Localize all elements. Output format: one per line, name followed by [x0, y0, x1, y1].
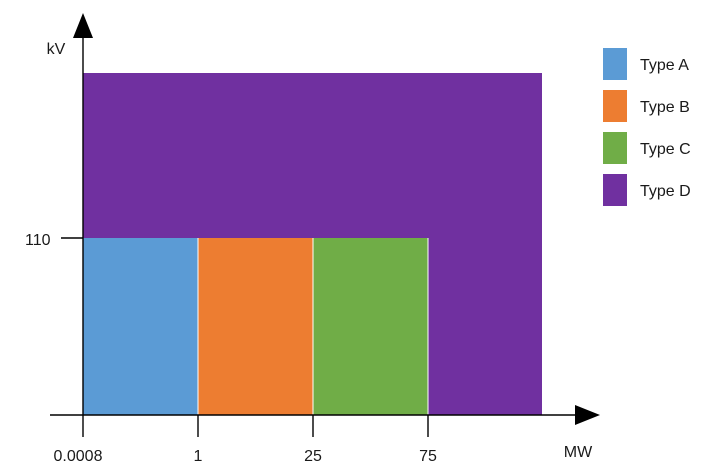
- legend-label-type-a: Type A: [640, 57, 689, 74]
- legend-swatch-type-b: [603, 90, 627, 122]
- legend-swatch-type-d: [603, 174, 627, 206]
- y-tick-label-110: 110: [25, 232, 51, 249]
- legend-swatch-type-a: [603, 48, 627, 80]
- x-tick-label-75: 75: [419, 448, 437, 465]
- zone-type-b: [198, 238, 313, 415]
- x-axis-label: MW: [564, 444, 593, 461]
- zone-type-c: [313, 238, 428, 415]
- legend-swatch-type-c: [603, 132, 627, 164]
- x-tick-label-25: 25: [304, 448, 322, 465]
- legend-label-type-d: Type D: [640, 183, 691, 200]
- zone-type-a: [83, 238, 198, 415]
- y-axis-label: kV: [47, 41, 66, 58]
- x-tick-label-1: 1: [194, 448, 203, 465]
- legend: Type A Type B Type C Type D: [603, 48, 691, 206]
- x-axis-arrow: [575, 405, 600, 425]
- x-tick-label-0.0008: 0.0008: [54, 448, 103, 465]
- legend-label-type-c: Type C: [640, 141, 691, 158]
- y-axis-arrow: [73, 13, 93, 38]
- legend-label-type-b: Type B: [640, 99, 690, 116]
